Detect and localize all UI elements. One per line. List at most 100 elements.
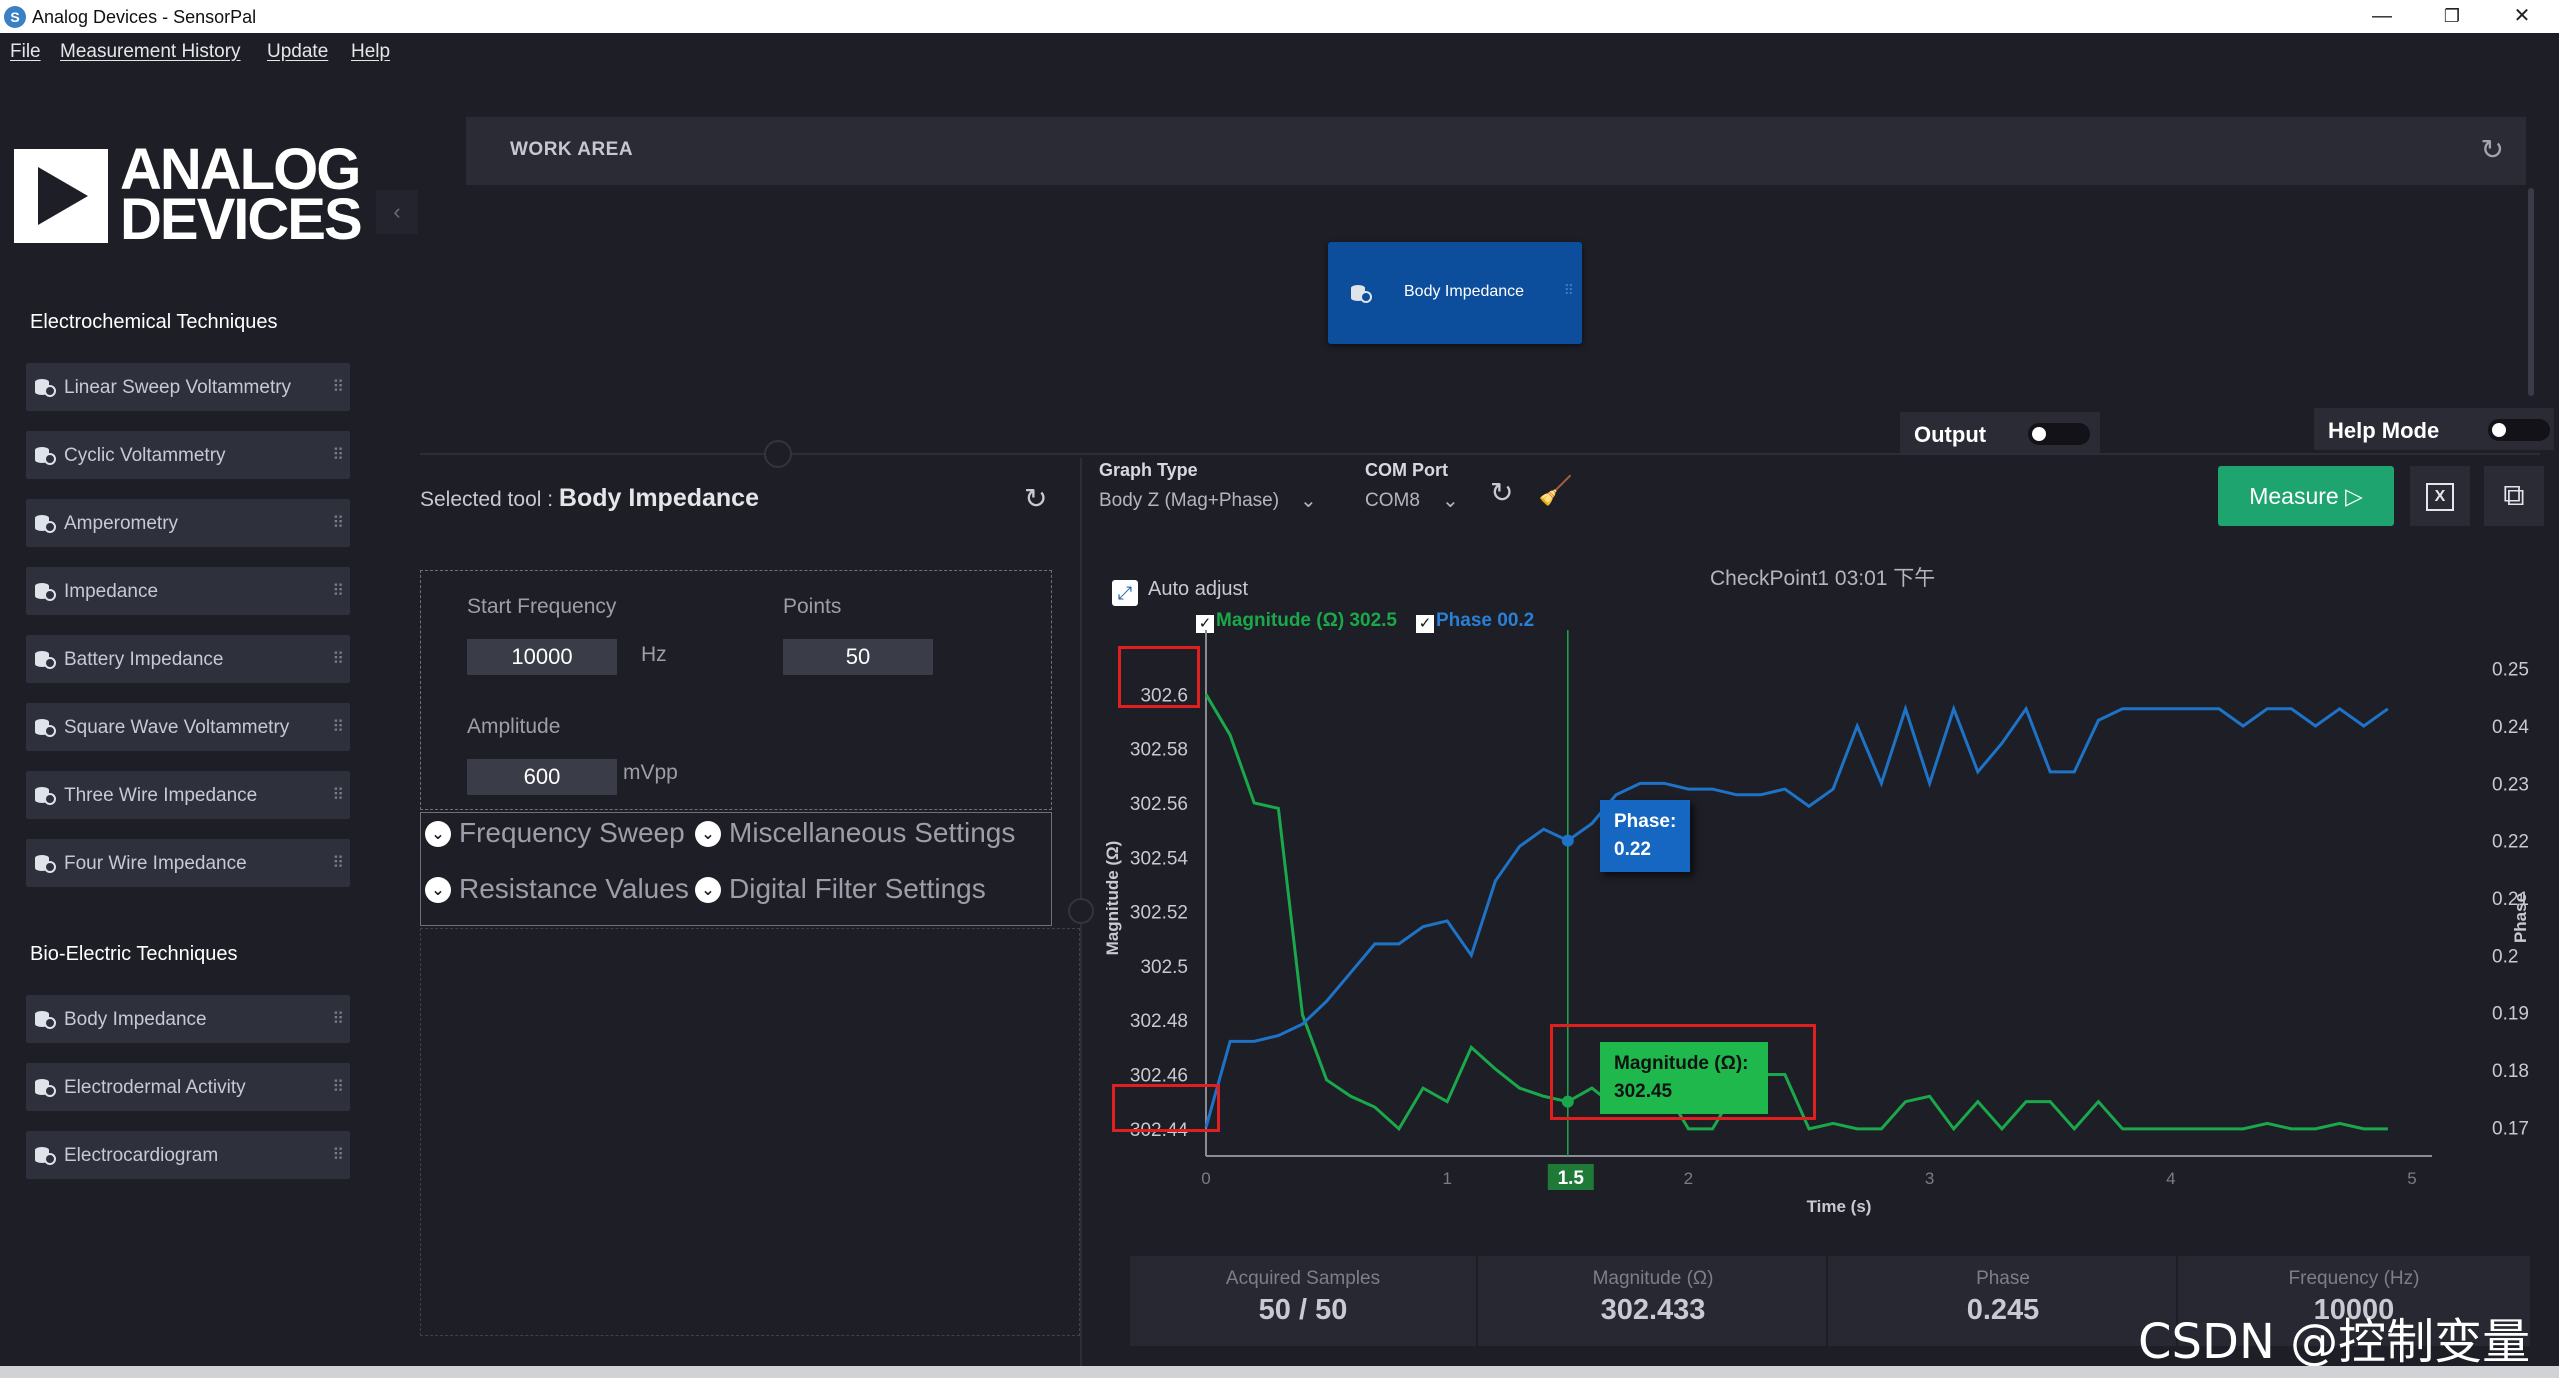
- drag-handle-icon[interactable]: ⠿: [332, 1011, 344, 1028]
- sidebar-item-label: Three Wire Impedance: [64, 785, 258, 806]
- reset-settings-icon[interactable]: ↻: [1024, 483, 1048, 514]
- impedance-chart[interactable]: 302.6 302.58 302.56 302.54 302.52 302.5 302.48…: [1090, 620, 2550, 1220]
- stat-phase: Phase 0.245: [1830, 1256, 2178, 1346]
- sidebar-item-label: Impedance: [64, 581, 159, 602]
- stat-acquired-samples: Acquired Samples 50 / 50: [1130, 1256, 1478, 1346]
- accordion-digital-filter-settings[interactable]: ⌄ Digital Filter Settings: [695, 873, 986, 905]
- legend-magnitude[interactable]: ✓ Magnitude (Ω) 302.5: [1196, 610, 1397, 633]
- measure-button[interactable]: Measure ▷: [2218, 466, 2394, 526]
- title-bar: S Analog Devices - SensorPal — ❐ ✕: [0, 0, 2559, 33]
- sidebar-item-square-wave-voltammetry[interactable]: Square Wave Voltammetry ⠿: [26, 703, 350, 751]
- minimize-button[interactable]: —: [2372, 5, 2392, 27]
- sidebar-item-body-impedance[interactable]: Body Impedance ⠿: [26, 995, 350, 1043]
- legend-phase[interactable]: ✓ Phase 00.2: [1416, 610, 1534, 633]
- external-link-icon: ⧉: [2503, 479, 2525, 512]
- sidebar-item-four-wire-impedance[interactable]: Four Wire Impedance ⠿: [26, 839, 350, 887]
- collapse-sidebar-button[interactable]: ‹: [376, 190, 418, 234]
- splitter-handle[interactable]: [764, 440, 792, 468]
- drag-handle-icon[interactable]: ⠿: [332, 1079, 344, 1096]
- graph-type-select[interactable]: Body Z (Mag+Phase): [1099, 490, 1280, 511]
- sidebar-item-impedance[interactable]: Impedance ⠿: [26, 567, 350, 615]
- menu-update[interactable]: Update: [267, 41, 329, 62]
- output-switch[interactable]: [2028, 423, 2090, 445]
- sidebar-item-linear-sweep-voltammetry[interactable]: Linear Sweep Voltammetry ⠿: [26, 363, 350, 411]
- checkbox-checked-icon[interactable]: ✓: [1416, 615, 1434, 633]
- y2-tick-label: 0.17: [2492, 1118, 2529, 1139]
- chevron-down-icon[interactable]: ⌄: [1300, 490, 1317, 512]
- restore-button[interactable]: ❐: [2443, 6, 2461, 26]
- accordion-frequency-sweep[interactable]: ⌄ Frequency Sweep: [425, 817, 685, 849]
- points-input[interactable]: 50: [783, 639, 933, 675]
- refresh-icon[interactable]: ↻: [2480, 134, 2504, 165]
- y-tick-label: 302.48: [1130, 1011, 1188, 1032]
- drag-handle-icon[interactable]: ⠿: [332, 515, 344, 532]
- y-tick-label: 302.58: [1130, 740, 1188, 761]
- magnitude-tooltip: Magnitude (Ω): 302.45: [1600, 1042, 1768, 1114]
- drag-handle-icon[interactable]: ⠿: [332, 787, 344, 804]
- drag-handle-icon[interactable]: ⠿: [332, 719, 344, 736]
- clear-brush-icon[interactable]: 🧹: [1538, 475, 1573, 506]
- selected-tool: Selected tool : Body Impedance: [420, 484, 759, 512]
- drag-handle-icon[interactable]: ⠿: [332, 583, 344, 600]
- help-mode-switch[interactable]: [2488, 419, 2550, 441]
- points-label: Points: [783, 595, 842, 618]
- drag-handle-icon[interactable]: ⠿: [1563, 282, 1574, 298]
- phase-tooltip: Phase: 0.22: [1600, 800, 1691, 872]
- cursor-point-phase: [1561, 834, 1574, 847]
- settings-box: Start Frequency 10000 Hz Points 50 Ampli…: [420, 570, 1052, 810]
- start-frequency-input[interactable]: 10000: [467, 639, 617, 675]
- export-excel-button[interactable]: X: [2410, 466, 2470, 526]
- refresh-ports-icon[interactable]: ↻: [1490, 477, 1514, 508]
- menu-help[interactable]: Help: [351, 41, 391, 62]
- tool-icon: [35, 1011, 56, 1029]
- drag-handle-icon[interactable]: ⠿: [332, 855, 344, 872]
- accordion-resistance-values[interactable]: ⌄ Resistance Values: [425, 873, 689, 905]
- close-button[interactable]: ✕: [2513, 5, 2531, 27]
- amplitude-input[interactable]: 600: [467, 759, 617, 795]
- sidebar-item-electrodermal-activity[interactable]: Electrodermal Activity ⠿: [26, 1063, 350, 1111]
- tool-icon: [1351, 285, 1372, 303]
- x-axis-label: Time (s): [1807, 1197, 1872, 1216]
- sidebar-item-electrocardiogram[interactable]: Electrocardiogram ⠿: [26, 1131, 350, 1179]
- settings-lower-area: [420, 928, 1080, 1336]
- drag-handle-icon[interactable]: ⠿: [332, 379, 344, 396]
- horizontal-splitter[interactable]: [420, 453, 2540, 455]
- help-mode-toggle[interactable]: Help Mode: [2314, 408, 2554, 450]
- popout-button[interactable]: ⧉: [2484, 466, 2544, 526]
- output-toggle[interactable]: Output: [1900, 412, 2100, 454]
- chevron-down-icon[interactable]: ⌄: [1442, 490, 1459, 512]
- chevron-down-icon: ⌄: [425, 877, 451, 903]
- sidebar-item-cyclic-voltammetry[interactable]: Cyclic Voltammetry ⠿: [26, 431, 350, 479]
- y2-tick-label: 0.2: [2492, 946, 2518, 967]
- amplitude-unit: mVpp: [623, 761, 678, 784]
- drag-handle-icon[interactable]: ⠿: [332, 651, 344, 668]
- y-tick-label: 302.52: [1130, 903, 1188, 924]
- checkbox-checked-icon[interactable]: ✓: [1196, 615, 1214, 633]
- auto-adjust-icon: ⤢: [1112, 580, 1138, 606]
- accordion-miscellaneous-settings[interactable]: ⌄ Miscellaneous Settings: [695, 817, 1015, 849]
- drag-handle-icon[interactable]: ⠿: [332, 447, 344, 464]
- vertical-splitter-handle[interactable]: [1068, 898, 1094, 924]
- menu-measurement-history[interactable]: Measurement History: [60, 41, 241, 62]
- sidebar-item-label: Four Wire Impedance: [64, 853, 247, 874]
- window-title: Analog Devices - SensorPal: [32, 7, 257, 27]
- y2-tick-label: 0.22: [2492, 832, 2529, 853]
- sidebar-item-amperometry[interactable]: Amperometry ⠿: [26, 499, 350, 547]
- sidebar-item-three-wire-impedance[interactable]: Three Wire Impedance ⠿: [26, 771, 350, 819]
- electrochemical-heading: Electrochemical Techniques: [30, 311, 278, 333]
- logo-triangle-icon: [38, 167, 88, 225]
- menu-file[interactable]: File: [10, 41, 41, 62]
- tool-icon: [35, 583, 56, 601]
- com-port-label: COM Port: [1365, 460, 1448, 480]
- com-port-select[interactable]: COM8: [1365, 490, 1420, 511]
- y2-tick-label: 0.21: [2492, 889, 2529, 910]
- sidebar-item-battery-impedance[interactable]: Battery Impedance ⠿: [26, 635, 350, 683]
- drag-handle-icon[interactable]: ⠿: [332, 1147, 344, 1164]
- tool-icon: [35, 1079, 56, 1097]
- cursor-x-label: 1.5: [1558, 1168, 1585, 1189]
- work-area-block-body-impedance[interactable]: Body Impedance ⠿: [1328, 242, 1582, 344]
- work-area-scrollbar[interactable]: [2528, 188, 2534, 396]
- auto-adjust-toggle[interactable]: ⤢ Auto adjust: [1112, 578, 1248, 606]
- x-tick-label: 2: [1684, 1169, 1693, 1188]
- tool-icon: [35, 855, 56, 873]
